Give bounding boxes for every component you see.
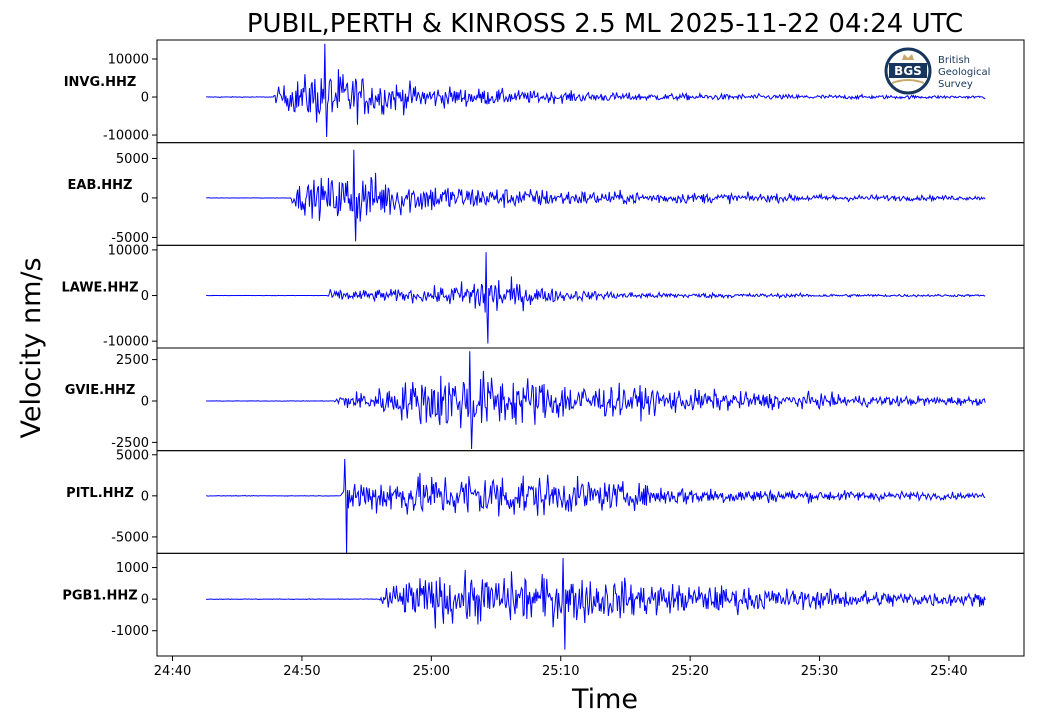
panel-pitl-hhz: 5000 0 -5000 PITL.HHZ bbox=[66, 448, 1025, 554]
x-tick-label: 25:10 bbox=[542, 664, 579, 679]
waveform-eab-hhz bbox=[206, 149, 986, 242]
chart-title: PUBIL,PERTH & KINROSS 2.5 ML 2025-11-22 … bbox=[247, 9, 963, 39]
x-tick-label: 25:30 bbox=[801, 664, 838, 679]
panel-lawe-hhz: 10000 0 -10000 LAWE.HHZ bbox=[61, 243, 1025, 350]
x-tick-label: 25:00 bbox=[413, 664, 450, 679]
y-tick-label: 5000 bbox=[116, 152, 149, 167]
y-tick-label: -10000 bbox=[103, 335, 149, 350]
y-tick-label: 0 bbox=[141, 289, 149, 304]
bgs-logo-mark: BGS bbox=[894, 64, 922, 78]
bgs-logo-crown-icon bbox=[902, 54, 914, 60]
panel-frame bbox=[156, 552, 1025, 657]
x-tick-label: 24:40 bbox=[154, 664, 191, 679]
y-tick-label: -1000 bbox=[111, 624, 149, 639]
y-tick-label: -2500 bbox=[111, 436, 149, 451]
bgs-logo-line-3: Survey bbox=[938, 79, 973, 90]
waveform-pitl-hhz bbox=[206, 458, 986, 554]
x-tick-label: 25:40 bbox=[930, 664, 967, 679]
y-tick-label: -10000 bbox=[103, 129, 149, 144]
panel-gvie-hhz: 2500 0 -2500 GVIE.HHZ bbox=[65, 347, 1025, 452]
panel-pgb1-hhz: 1000 0 -1000 PGB1.HHZ bbox=[62, 552, 1025, 657]
station-label: PITL.HHZ bbox=[66, 486, 134, 501]
panel-frame bbox=[156, 142, 1025, 246]
y-tick-label: 0 bbox=[141, 91, 149, 106]
x-axis-title: Time bbox=[571, 684, 638, 715]
waveform-pgb1-hhz bbox=[206, 558, 986, 650]
y-tick-label: 0 bbox=[141, 394, 149, 409]
waveform-invg-hhz bbox=[206, 43, 986, 137]
bgs-logo-swoosh-icon bbox=[891, 79, 925, 84]
station-panels: 100000-10000INVG.HHZ50000-5000EAB.HHZ100… bbox=[61, 39, 1025, 657]
x-tick-label: 25:20 bbox=[671, 664, 708, 679]
station-label: INVG.HHZ bbox=[64, 75, 137, 90]
bgs-logo-line-1: British bbox=[938, 55, 970, 66]
station-label: GVIE.HHZ bbox=[65, 383, 136, 398]
waveform-gvie-hhz bbox=[206, 351, 986, 450]
y-axis-title: Velocity nm/s bbox=[16, 257, 47, 438]
y-tick-label: 0 bbox=[141, 191, 149, 206]
y-tick-label: -5000 bbox=[111, 231, 149, 246]
y-tick-label: 1000 bbox=[116, 561, 149, 576]
bgs-logo-band bbox=[889, 63, 927, 78]
y-tick-label: 10000 bbox=[108, 53, 149, 68]
panel-invg-hhz: 10000 0 -10000 INVG.HHZ bbox=[64, 39, 1025, 144]
station-label: LAWE.HHZ bbox=[61, 281, 138, 296]
y-tick-label: 2500 bbox=[116, 353, 149, 368]
y-tick-label: 5000 bbox=[116, 448, 149, 463]
y-tick-label: 0 bbox=[141, 593, 149, 608]
bgs-logo-line-2: Geological bbox=[938, 67, 990, 78]
panel-frame bbox=[156, 450, 1025, 554]
time-axis: 24:40 24:50 25:00 25:10 25:20 25:30 25:40 bbox=[154, 656, 968, 679]
panel-eab-hhz: 5000 0 -5000 EAB.HHZ bbox=[68, 142, 1025, 246]
y-tick-label: -5000 bbox=[111, 530, 149, 545]
station-label: PGB1.HHZ bbox=[62, 589, 137, 604]
waveform-lawe-hhz bbox=[206, 252, 986, 344]
y-tick-label: 10000 bbox=[108, 243, 149, 258]
station-label: EAB.HHZ bbox=[68, 178, 133, 193]
y-tick-label: 0 bbox=[141, 489, 149, 504]
x-tick-label: 24:50 bbox=[283, 664, 320, 679]
bgs-logo: BGS British Geological Survey bbox=[884, 47, 990, 95]
